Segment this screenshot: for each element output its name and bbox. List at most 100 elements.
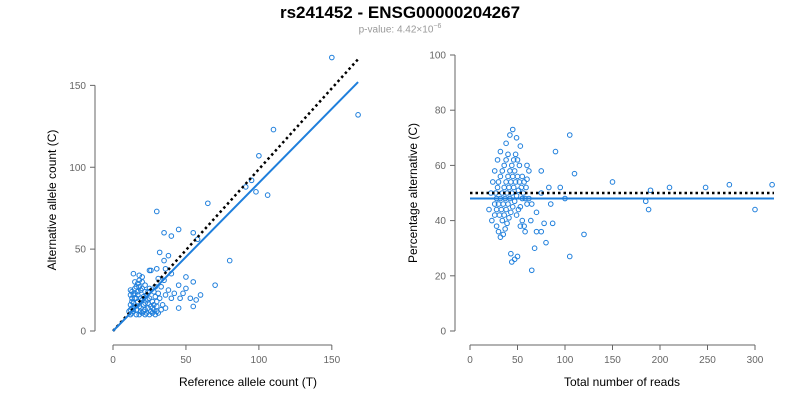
data-point bbox=[177, 295, 183, 302]
data-point bbox=[194, 236, 201, 243]
data-point bbox=[158, 283, 164, 290]
data-point bbox=[489, 217, 495, 224]
data-point bbox=[504, 220, 510, 227]
data-point bbox=[526, 168, 532, 174]
data-point bbox=[509, 126, 516, 133]
data-point bbox=[197, 292, 204, 298]
chart-title: rs241452 - ENSG00000204267 bbox=[279, 3, 521, 22]
data-point bbox=[129, 288, 135, 295]
data-point bbox=[499, 168, 506, 174]
data-point bbox=[496, 212, 503, 218]
data-point bbox=[494, 184, 501, 191]
y-tick-label: 40 bbox=[435, 216, 447, 227]
data-point bbox=[162, 292, 169, 298]
data-point bbox=[180, 290, 186, 297]
data-point bbox=[505, 151, 511, 158]
data-point bbox=[647, 187, 654, 194]
data-point bbox=[149, 310, 156, 316]
data-point bbox=[137, 308, 144, 315]
x-tick-label: 300 bbox=[747, 355, 764, 366]
y-tick-label: 50 bbox=[75, 245, 87, 256]
data-point bbox=[155, 290, 162, 297]
data-point bbox=[501, 162, 508, 169]
data-point bbox=[140, 308, 147, 315]
p-value-text: p-value: 4.42×10 bbox=[358, 24, 434, 36]
data-point bbox=[509, 162, 515, 169]
data-point bbox=[497, 148, 504, 155]
data-point bbox=[547, 201, 554, 207]
data-point bbox=[500, 231, 507, 238]
data-point bbox=[503, 140, 509, 147]
y-tick-label: 0 bbox=[80, 327, 86, 338]
data-point bbox=[162, 305, 169, 311]
data-point bbox=[524, 201, 530, 207]
data-point bbox=[248, 177, 255, 184]
data-point bbox=[497, 234, 504, 240]
data-point bbox=[132, 285, 138, 292]
data-point bbox=[498, 206, 505, 213]
data-point bbox=[226, 257, 233, 264]
data-point bbox=[183, 274, 189, 280]
data-point bbox=[171, 290, 178, 297]
data-point bbox=[508, 209, 514, 216]
x-tick-label: 150 bbox=[604, 355, 621, 366]
data-point bbox=[491, 212, 498, 218]
data-point bbox=[183, 285, 189, 292]
data-point bbox=[490, 179, 496, 185]
data-point bbox=[581, 231, 587, 238]
data-point bbox=[514, 253, 521, 260]
data-point bbox=[513, 135, 520, 141]
x-tick-label: 0 bbox=[467, 355, 473, 366]
data-point bbox=[495, 179, 502, 185]
data-point bbox=[146, 295, 153, 302]
x-tick-label: 0 bbox=[110, 355, 116, 366]
data-point bbox=[549, 220, 556, 227]
y-axis-label: Percentage alternative (C) bbox=[406, 123, 420, 263]
data-point bbox=[152, 293, 159, 300]
data-point bbox=[528, 201, 535, 207]
data-point bbox=[531, 245, 538, 251]
data-point bbox=[190, 229, 197, 236]
data-point bbox=[497, 173, 504, 180]
data-point bbox=[519, 217, 526, 224]
p-value-exponent: −6 bbox=[433, 23, 442, 30]
data-point bbox=[645, 206, 652, 213]
data-point bbox=[162, 265, 169, 272]
data-point bbox=[355, 112, 361, 118]
data-point bbox=[510, 157, 517, 163]
data-point bbox=[506, 184, 512, 191]
data-point bbox=[609, 179, 616, 185]
data-point bbox=[726, 181, 733, 188]
data-point bbox=[524, 176, 530, 182]
data-point bbox=[190, 279, 197, 285]
data-point bbox=[130, 292, 137, 298]
data-point bbox=[501, 184, 508, 191]
y-tick-label: 150 bbox=[69, 81, 86, 92]
x-tick-label: 100 bbox=[251, 355, 268, 366]
data-point bbox=[521, 223, 527, 229]
data-point bbox=[143, 310, 150, 316]
data-point bbox=[507, 132, 513, 138]
chart-subtitle: p-value: 4.42×10−6 bbox=[0, 23, 800, 35]
data-point bbox=[503, 179, 509, 185]
data-point bbox=[543, 239, 549, 246]
data-point bbox=[522, 228, 528, 235]
data-point bbox=[270, 126, 277, 133]
data-point bbox=[702, 184, 709, 191]
x-tick-label: 150 bbox=[323, 355, 340, 366]
y-tick-label: 100 bbox=[69, 163, 86, 174]
data-point bbox=[494, 157, 501, 163]
data-point bbox=[509, 259, 515, 265]
data-point bbox=[509, 173, 516, 180]
data-point bbox=[137, 287, 144, 293]
data-point bbox=[190, 303, 197, 310]
y-tick-label: 60 bbox=[435, 161, 447, 172]
data-point bbox=[538, 228, 545, 235]
fit-line bbox=[112, 81, 359, 332]
data-point bbox=[557, 184, 564, 191]
data-point bbox=[153, 265, 160, 272]
data-point bbox=[193, 297, 199, 303]
data-point bbox=[541, 220, 547, 227]
